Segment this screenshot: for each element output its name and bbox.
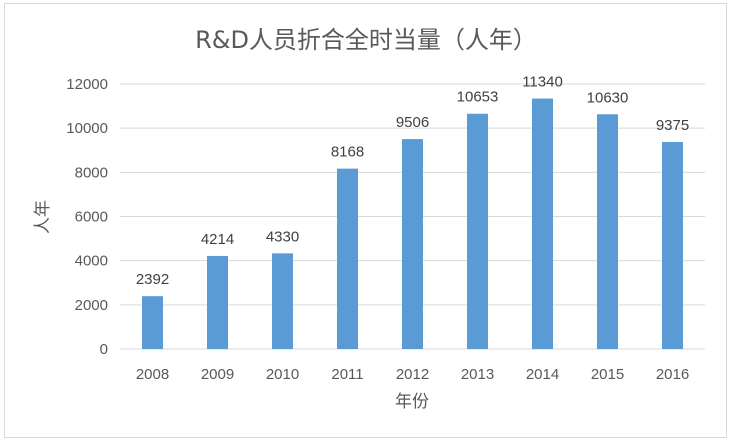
x-tick-label-2009: 2009 bbox=[201, 366, 234, 383]
x-tick-label-2016: 2016 bbox=[656, 366, 689, 383]
y-axis-ticks: 0 2000 4000 6000 8000 10000 12000 bbox=[66, 76, 108, 358]
x-tick-label-2012: 2012 bbox=[396, 366, 429, 383]
data-label-2010: 4330 bbox=[266, 228, 299, 245]
bar-2011 bbox=[337, 168, 358, 349]
chart-title: R&D人员折合全时当量（人年） bbox=[195, 26, 537, 54]
bar-2010 bbox=[272, 253, 293, 349]
x-tick-label-2014: 2014 bbox=[526, 366, 559, 383]
data-labels: 2392 4214 4330 8168 9506 10653 11340 10630 9375 bbox=[136, 74, 689, 289]
x-tick-label-2008: 2008 bbox=[136, 366, 169, 383]
y-tick-label: 2000 bbox=[75, 297, 108, 314]
bar-2008 bbox=[142, 296, 163, 349]
bar-2009 bbox=[207, 255, 228, 349]
data-label-2016: 9375 bbox=[656, 117, 689, 134]
y-tick-label: 8000 bbox=[75, 164, 108, 181]
x-tick-label-2011: 2011 bbox=[331, 366, 363, 383]
data-label-2013: 10653 bbox=[457, 89, 499, 106]
x-tick-label-2015: 2015 bbox=[591, 366, 624, 383]
x-tick-label-2013: 2013 bbox=[461, 366, 494, 383]
y-tick-label: 10000 bbox=[66, 120, 108, 137]
y-tick-label: 6000 bbox=[75, 209, 108, 226]
bar-2013 bbox=[467, 113, 488, 349]
y-tick-label: 0 bbox=[100, 341, 108, 358]
bars bbox=[142, 98, 683, 349]
y-axis-label: 人年 bbox=[33, 200, 53, 234]
data-label-2008: 2392 bbox=[136, 271, 169, 288]
data-label-2011: 8168 bbox=[331, 144, 364, 161]
y-tick-label: 12000 bbox=[66, 76, 108, 93]
bar-2012 bbox=[402, 139, 423, 349]
x-axis-label: 年份 bbox=[395, 392, 429, 412]
y-tick-label: 4000 bbox=[75, 253, 108, 270]
data-label-2015: 10630 bbox=[587, 89, 629, 106]
data-label-2009: 4214 bbox=[201, 231, 234, 248]
x-axis-ticks: 2008 2009 2010 2011 2012 2013 2014 2015 2016 bbox=[136, 366, 689, 383]
bar-2015 bbox=[597, 114, 618, 349]
bar-2016 bbox=[662, 141, 683, 349]
data-label-2012: 9506 bbox=[396, 114, 429, 131]
bar-2014 bbox=[532, 98, 553, 349]
data-label-2014: 11340 bbox=[522, 74, 563, 91]
x-tick-label-2010: 2010 bbox=[266, 366, 299, 383]
